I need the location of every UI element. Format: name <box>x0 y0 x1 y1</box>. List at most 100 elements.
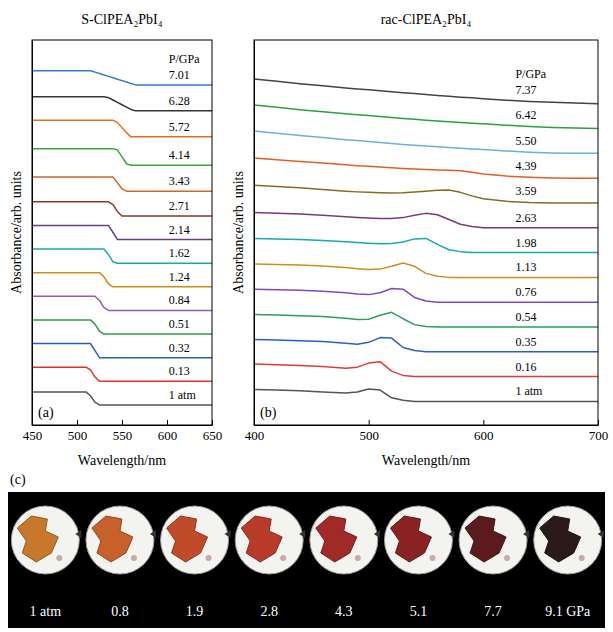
series-label: 0.51 <box>169 317 190 331</box>
x-axis-title: Wavelength/nm <box>78 453 166 468</box>
gasket-edge <box>150 530 156 538</box>
ruby <box>206 555 212 561</box>
crystal <box>540 516 581 562</box>
ruby <box>280 555 286 561</box>
sample-chamber <box>310 506 378 574</box>
photo-panel: (c)1 atm0.81.92.84.35.17.79.1 GPa <box>8 472 605 628</box>
tick-label: 700 <box>589 428 609 443</box>
series-label: 0.76 <box>515 285 536 299</box>
x-tick: 600 <box>474 420 494 443</box>
spectra <box>32 71 212 405</box>
series-label: 2.63 <box>515 211 536 225</box>
panel-letter: (c) <box>10 472 26 488</box>
series-label: 3.43 <box>169 174 190 188</box>
spectrum-line <box>254 389 598 401</box>
series-labels: 1 atm0.160.350.540.761.131.982.633.594.3… <box>515 67 546 398</box>
photo-cell: 1 atm <box>11 506 81 619</box>
series-label: 0.16 <box>515 360 536 374</box>
sample-chamber <box>459 506 527 574</box>
series-label: 0.32 <box>169 341 190 355</box>
x-tick: 600 <box>158 420 178 443</box>
tick-label: 550 <box>113 428 133 443</box>
series-label: 2.14 <box>169 223 190 237</box>
plot-frame <box>32 40 212 425</box>
series-label: 5.72 <box>169 120 190 134</box>
spectrum-line <box>254 79 598 104</box>
pressure-label: 9.1 GPa <box>545 604 591 619</box>
series-label: 0.54 <box>515 310 536 324</box>
pressure-label: 4.3 <box>335 604 353 619</box>
series-label: 0.13 <box>169 364 190 378</box>
x-tick: 500 <box>68 420 88 443</box>
series-label: 1.24 <box>169 270 190 284</box>
ruby <box>429 555 435 561</box>
series-label: 1.13 <box>515 260 536 274</box>
crystal <box>17 516 58 562</box>
spectrum-line <box>254 105 598 129</box>
series-labels: 1 atm0.130.320.510.841.241.622.142.713.4… <box>169 52 200 402</box>
crystal <box>465 516 506 562</box>
gasket-edge <box>225 530 231 538</box>
series-label: 5.50 <box>515 134 536 148</box>
photo-cell: 1.9 <box>161 506 231 619</box>
crystal <box>92 516 133 562</box>
tick-label: 500 <box>359 428 379 443</box>
panel-letter: (b) <box>260 405 277 421</box>
x-tick: 700 <box>589 420 609 443</box>
tick-label: 650 <box>203 428 223 443</box>
tick-mark <box>122 420 123 425</box>
spectrum-line <box>254 185 598 203</box>
series-label: 3.59 <box>515 184 536 198</box>
gasket-edge <box>448 530 454 538</box>
panel-letter: (a) <box>38 405 54 421</box>
panel-title: S-ClPEA₂PbI₄ <box>81 12 162 27</box>
tick-mark <box>212 420 213 425</box>
x-axis: 400 500 600 700 <box>245 420 609 443</box>
spectra <box>254 79 598 401</box>
series-label: 4.39 <box>515 159 536 173</box>
spectrum-line <box>254 312 598 327</box>
tick-label: 500 <box>68 428 88 443</box>
ruby <box>504 555 510 561</box>
tick-mark <box>369 420 370 425</box>
photo-cell: 5.1 <box>384 506 454 619</box>
pressure-label: 5.1 <box>410 604 428 619</box>
photo-strip <box>8 492 605 628</box>
tick-label: 600 <box>474 428 494 443</box>
panel-title: rac-ClPEA₂PbI₄ <box>381 12 472 27</box>
spectrum-line <box>32 149 212 166</box>
x-axis-line <box>255 425 599 426</box>
tick-label: 450 <box>23 428 43 443</box>
tick-label: 600 <box>158 428 178 443</box>
pressure-label: 0.8 <box>111 604 129 619</box>
spectrum-line <box>254 362 598 377</box>
x-tick: 650 <box>203 420 223 443</box>
tick-mark <box>483 420 484 425</box>
series-label: 4.14 <box>169 148 190 162</box>
spectrum-line <box>254 238 598 252</box>
tick-label: 400 <box>245 428 265 443</box>
photo-cell: 9.1 GPa <box>534 506 604 619</box>
pressure-label: 1 atm <box>30 604 62 619</box>
gasket-edge <box>598 530 604 538</box>
series-label: 0.35 <box>515 335 536 349</box>
series-label-title: P/GPa <box>169 52 200 66</box>
spectrum-line <box>254 131 598 153</box>
tick-mark <box>167 420 168 425</box>
spectrum-line <box>32 120 212 137</box>
pressure-label: 7.7 <box>484 604 502 619</box>
series-label: 1 atm <box>169 388 197 402</box>
y-axis-title: Absorbance/arb. units <box>9 171 24 294</box>
series-label: 1.98 <box>515 236 536 250</box>
crystal <box>316 516 357 562</box>
ruby <box>579 555 585 561</box>
x-axis-title: Wavelength/nm <box>382 453 470 468</box>
tick-mark <box>598 420 599 425</box>
sample-chamber <box>11 506 79 574</box>
y-axis-title: Absorbance/arb. units <box>231 171 246 294</box>
x-axis-line <box>33 425 213 426</box>
y-axis <box>254 41 255 426</box>
y-axis <box>32 41 33 426</box>
figure: 450 500 550 600 650 S-ClPEA₂PbI₄ Wavelength/nm… <box>0 0 613 632</box>
series-label: 0.84 <box>169 293 190 307</box>
